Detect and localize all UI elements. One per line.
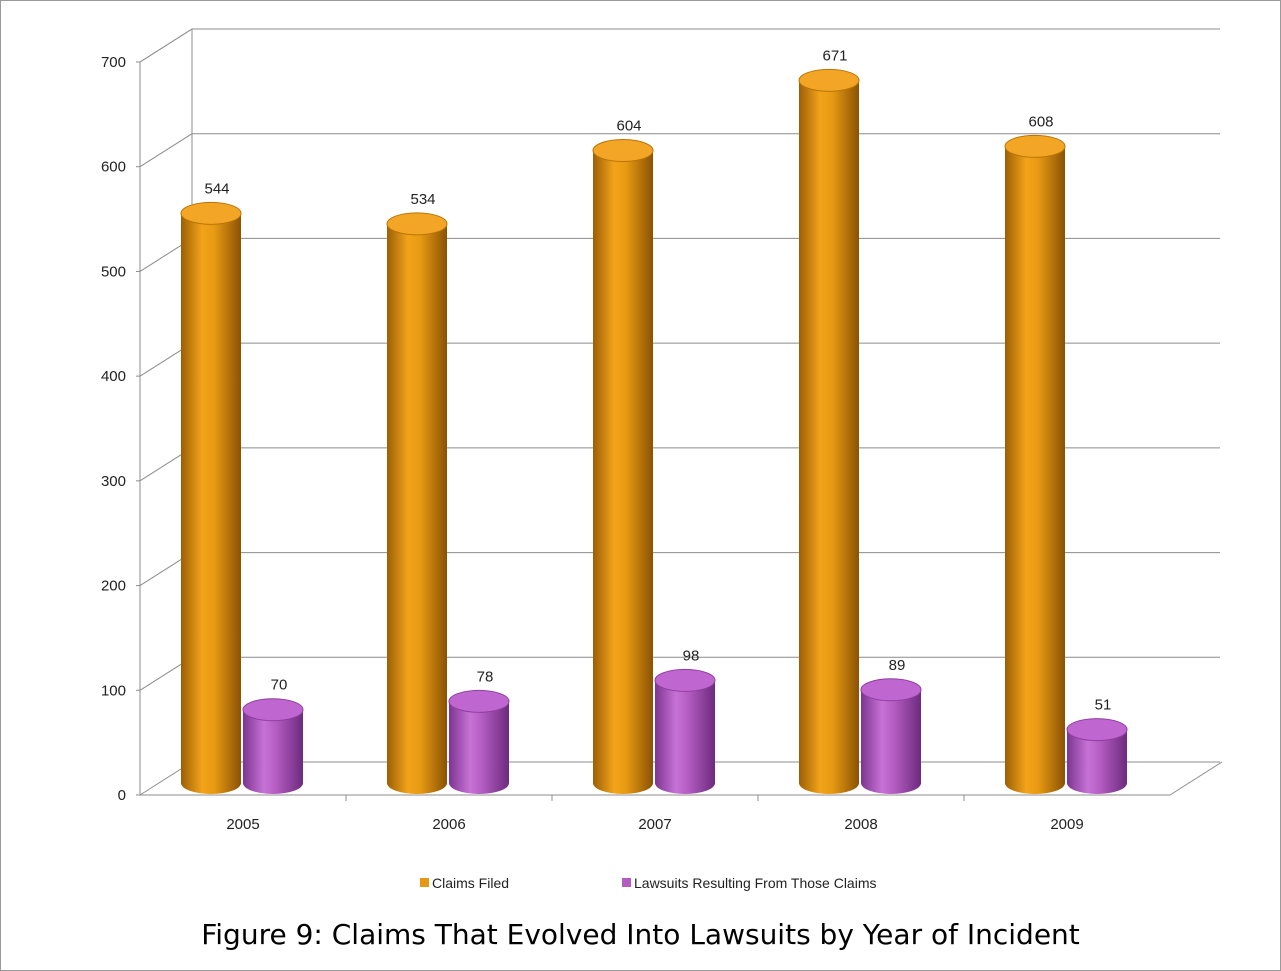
data-labels: 544 70 534 78 604 98 671 89 608 51 [204, 47, 1111, 713]
bar-body [243, 709, 303, 794]
legend-swatch-lawsuits [622, 878, 631, 887]
y-tick-label: 700 [101, 54, 126, 71]
gridline-side [139, 28, 193, 63]
data-label: 51 [1095, 697, 1112, 714]
bar-top [448, 689, 510, 713]
bar-body [1005, 146, 1065, 794]
data-label: 70 [271, 677, 288, 694]
data-label: 671 [822, 47, 847, 64]
x-tick-label: 2007 [638, 816, 671, 833]
bar-body [861, 689, 921, 794]
x-tick-label: 2009 [1050, 816, 1083, 833]
figure-caption: Figure 9: Claims That Evolved Into Lawsu… [201, 918, 1080, 951]
y-tick-label: 200 [101, 578, 126, 595]
bar-top [180, 201, 242, 225]
x-axis: 2005 2006 2007 2008 2009 [140, 761, 1223, 833]
floor-right-edge [1169, 761, 1223, 796]
bar-cylinder [798, 68, 860, 795]
bar-cylinder [448, 689, 510, 794]
y-tick-label: 0 [118, 787, 126, 804]
legend-swatch-claims [420, 878, 429, 887]
y-axis: 0 100 200 300 400 500 600 700 [101, 54, 141, 804]
bar-body [1067, 729, 1127, 794]
bar-body [449, 701, 509, 794]
data-label: 544 [204, 180, 229, 197]
data-label: 89 [889, 657, 906, 674]
y-tick-label: 100 [101, 682, 126, 699]
bar-top [860, 678, 922, 702]
legend-label-claims: Claims Filed [432, 875, 509, 891]
data-label: 98 [683, 647, 700, 664]
data-label: 604 [616, 118, 641, 135]
gridline-side [139, 133, 193, 168]
bar-body [655, 680, 715, 794]
bar-top [592, 139, 654, 163]
data-label: 78 [477, 668, 494, 685]
bar-top [798, 68, 860, 92]
bar-cylinder [180, 201, 242, 795]
bars [180, 68, 1128, 795]
bar-cylinder [654, 668, 716, 794]
x-tick-label: 2005 [226, 816, 259, 833]
y-tick-label: 500 [101, 263, 126, 280]
bar-top [1004, 134, 1066, 158]
data-label: 534 [410, 191, 435, 208]
bar-top [654, 668, 716, 692]
y-tick-label: 300 [101, 473, 126, 490]
bar-cylinder [1004, 134, 1066, 794]
bar-body [799, 80, 859, 795]
data-label: 608 [1028, 113, 1053, 130]
bar-body [593, 150, 653, 795]
bar-top [1066, 718, 1128, 742]
bar-body [387, 223, 447, 795]
bar-cylinder [592, 139, 654, 795]
bar-cylinder [860, 678, 922, 794]
y-tick-label: 600 [101, 159, 126, 176]
bar-top [386, 212, 448, 236]
bar-cylinder [242, 698, 304, 794]
bar-body [181, 213, 241, 795]
bar-cylinder [386, 212, 448, 795]
bar-top [242, 698, 304, 722]
y-tick-label: 400 [101, 368, 126, 385]
x-tick-label: 2008 [844, 816, 877, 833]
bar-cylinder [1066, 718, 1128, 794]
legend-label-lawsuits: Lawsuits Resulting From Those Claims [634, 875, 877, 891]
x-tick-label: 2006 [432, 816, 465, 833]
legend: Claims Filed Lawsuits Resulting From Tho… [420, 875, 877, 891]
